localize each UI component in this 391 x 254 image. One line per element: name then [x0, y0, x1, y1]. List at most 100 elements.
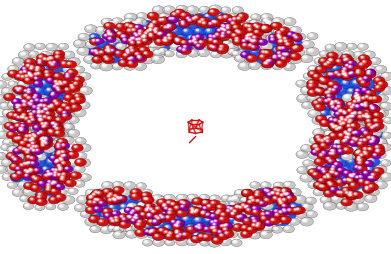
Circle shape — [182, 15, 184, 16]
Circle shape — [307, 71, 319, 78]
Circle shape — [238, 203, 248, 210]
Circle shape — [208, 223, 224, 233]
Circle shape — [49, 105, 54, 108]
Circle shape — [47, 181, 51, 183]
Circle shape — [28, 73, 30, 74]
Circle shape — [181, 22, 183, 23]
Circle shape — [140, 34, 152, 41]
Circle shape — [147, 31, 149, 32]
Circle shape — [139, 31, 141, 32]
Circle shape — [333, 53, 337, 55]
Circle shape — [274, 219, 278, 221]
Circle shape — [48, 62, 53, 65]
Circle shape — [339, 148, 344, 151]
Circle shape — [131, 224, 143, 231]
Circle shape — [111, 28, 113, 30]
Circle shape — [194, 237, 196, 239]
Circle shape — [145, 241, 147, 242]
Circle shape — [42, 98, 52, 105]
Circle shape — [32, 119, 33, 120]
Circle shape — [88, 44, 90, 45]
Circle shape — [143, 24, 146, 25]
Circle shape — [170, 231, 182, 239]
Circle shape — [237, 49, 250, 57]
Circle shape — [150, 209, 152, 210]
Circle shape — [372, 139, 374, 140]
Circle shape — [248, 206, 249, 207]
Circle shape — [249, 225, 262, 233]
Circle shape — [100, 226, 112, 234]
Circle shape — [124, 64, 135, 71]
Circle shape — [15, 170, 27, 178]
Circle shape — [54, 101, 56, 102]
Circle shape — [114, 197, 120, 201]
Circle shape — [280, 57, 285, 59]
Circle shape — [7, 124, 9, 126]
Circle shape — [222, 29, 224, 30]
Circle shape — [180, 13, 194, 23]
Circle shape — [255, 193, 259, 196]
Circle shape — [146, 209, 148, 210]
Circle shape — [14, 190, 18, 193]
Circle shape — [175, 40, 179, 43]
Circle shape — [379, 83, 381, 85]
Circle shape — [11, 165, 16, 167]
Circle shape — [1, 88, 13, 96]
Circle shape — [38, 62, 41, 65]
Circle shape — [15, 106, 20, 109]
Circle shape — [29, 174, 41, 182]
Circle shape — [146, 207, 150, 209]
Circle shape — [271, 187, 283, 195]
Circle shape — [87, 27, 91, 30]
Circle shape — [233, 196, 237, 199]
Circle shape — [54, 86, 56, 87]
Circle shape — [321, 186, 323, 187]
Circle shape — [32, 150, 34, 151]
Circle shape — [330, 60, 331, 61]
Circle shape — [350, 132, 355, 136]
Circle shape — [143, 57, 149, 61]
Circle shape — [50, 64, 55, 67]
Circle shape — [353, 104, 364, 111]
Circle shape — [337, 103, 343, 107]
Circle shape — [98, 42, 103, 45]
Circle shape — [205, 232, 211, 235]
Circle shape — [240, 233, 244, 236]
Circle shape — [240, 234, 242, 235]
Circle shape — [350, 183, 355, 186]
Circle shape — [355, 198, 357, 199]
Circle shape — [113, 194, 118, 197]
Circle shape — [145, 208, 149, 211]
Circle shape — [337, 144, 343, 148]
Circle shape — [338, 128, 339, 129]
Circle shape — [55, 169, 57, 171]
Circle shape — [193, 19, 194, 20]
Circle shape — [373, 105, 375, 106]
Circle shape — [352, 151, 367, 161]
Circle shape — [121, 38, 131, 45]
Circle shape — [240, 230, 252, 238]
Circle shape — [14, 124, 20, 129]
Circle shape — [46, 88, 51, 92]
Circle shape — [188, 196, 194, 199]
Circle shape — [280, 203, 290, 210]
Circle shape — [28, 165, 42, 174]
Circle shape — [168, 25, 172, 28]
Circle shape — [219, 46, 224, 49]
Circle shape — [36, 67, 40, 70]
Circle shape — [101, 19, 113, 27]
Circle shape — [93, 228, 94, 229]
Circle shape — [261, 26, 273, 33]
Circle shape — [9, 138, 13, 141]
Circle shape — [337, 103, 339, 104]
Circle shape — [38, 97, 43, 100]
Circle shape — [183, 202, 185, 203]
Circle shape — [112, 198, 114, 199]
Circle shape — [201, 38, 203, 39]
Circle shape — [138, 212, 140, 214]
Circle shape — [175, 231, 179, 234]
Circle shape — [14, 159, 16, 160]
Circle shape — [56, 57, 58, 58]
Circle shape — [331, 150, 335, 153]
Circle shape — [0, 133, 3, 136]
